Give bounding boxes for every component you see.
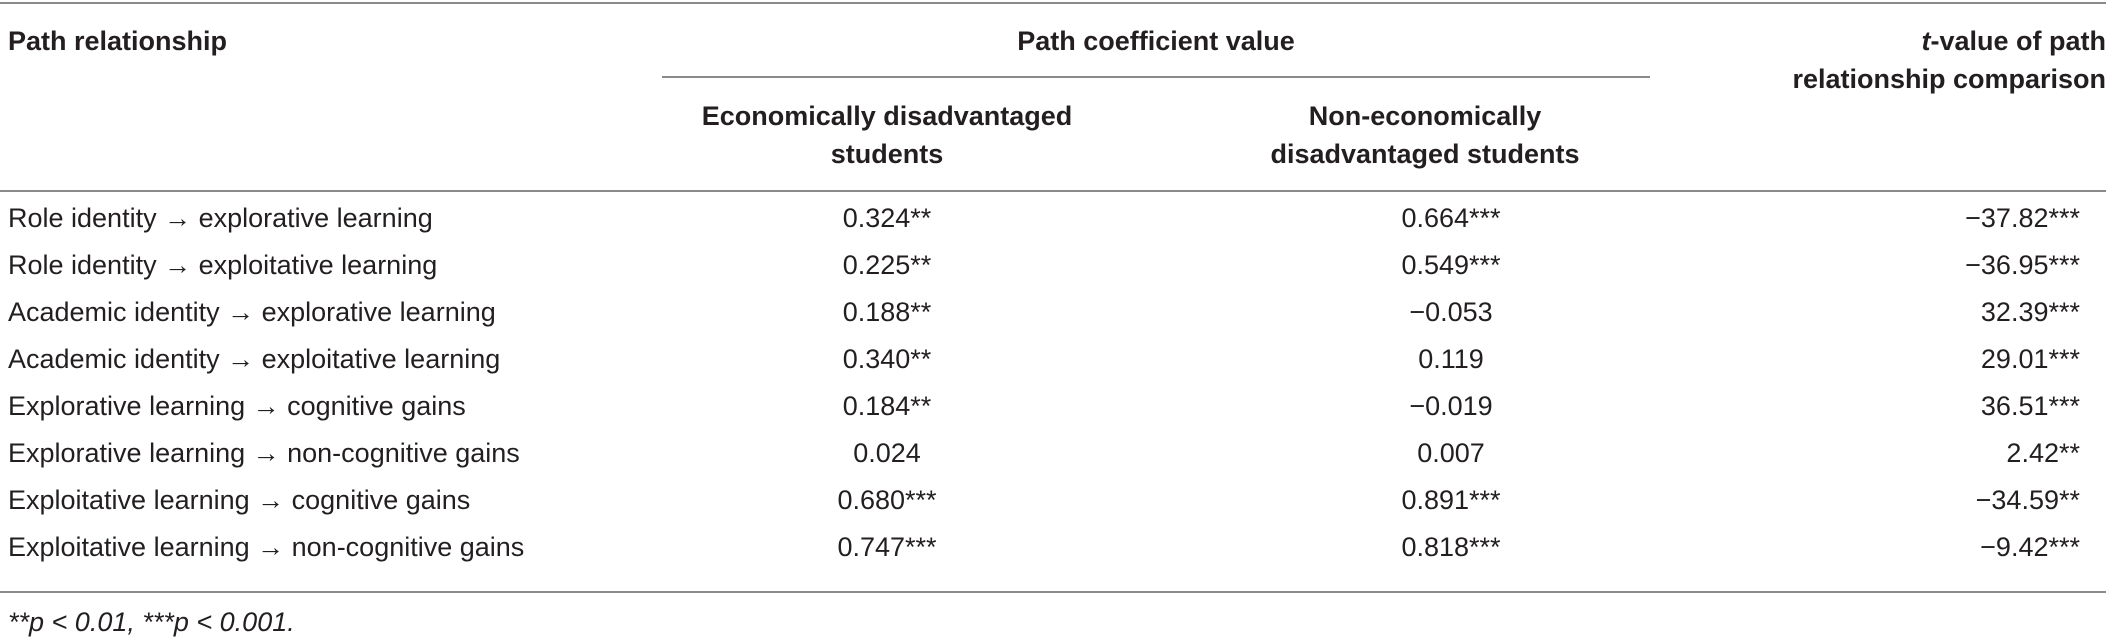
header-tval-italic: t (1921, 26, 1931, 56)
header-tval-line2: relationship comparison (1792, 64, 2106, 94)
cell-nonecon-coefficient: −0.019 (1409, 391, 1493, 421)
cell-econ-coefficient: 0.324** (842, 203, 932, 233)
header-nonecon-line2: disadvantaged students (1270, 139, 1580, 169)
cell-path-relationship: Role identity → exploitative learning (8, 250, 438, 280)
table-row: Explorative learning → cognitive gains 0.… (0, 383, 2106, 430)
table-row: Exploitative learning → cognitive gains 0… (0, 477, 2106, 524)
cell-t-value: 32.39*** (1980, 297, 2080, 327)
cell-nonecon-coefficient: 0.818*** (1401, 532, 1501, 562)
cell-t-value: −37.82*** (1965, 203, 2080, 233)
cell-econ-coefficient: 0.340** (842, 344, 932, 374)
cell-path-relationship: Exploitative learning → cognitive gains (8, 485, 471, 515)
header-econ-line2: students (830, 139, 944, 169)
cell-t-value: −9.42*** (1980, 532, 2080, 562)
table-row: Role identity → explorative learning 0.32… (0, 195, 2106, 242)
cell-t-value: −34.59** (1975, 485, 2080, 515)
table-top-rule (0, 2, 2106, 4)
cell-nonecon-coefficient: 0.549*** (1401, 250, 1501, 280)
cell-t-value: −36.95*** (1965, 250, 2080, 280)
header-tval-line1-rest: -value of path (1930, 26, 2106, 56)
table-row: Exploitative learning → non-cognitive ga… (0, 524, 2106, 571)
cell-nonecon-coefficient: 0.007 (1417, 438, 1485, 468)
cell-econ-coefficient: 0.024 (853, 438, 921, 468)
table-row: Explorative learning → non-cognitive gai… (0, 430, 2106, 477)
cell-econ-coefficient: 0.188** (842, 297, 932, 327)
header-group-rule (662, 76, 1650, 78)
cell-econ-coefficient: 0.184** (842, 391, 932, 421)
cell-path-relationship: Explorative learning → cognitive gains (8, 391, 466, 421)
cell-econ-coefficient: 0.747*** (837, 532, 937, 562)
header-economically-disadvantaged: Economically disadvantaged students (662, 97, 1112, 173)
cell-nonecon-coefficient: 0.664*** (1401, 203, 1501, 233)
table-row: Academic identity → explorative learning… (0, 289, 2106, 336)
cell-path-relationship: Academic identity → explorative learning (8, 297, 496, 327)
cell-nonecon-coefficient: −0.053 (1409, 297, 1493, 327)
table-row: Academic identity → exploitative learnin… (0, 336, 2106, 383)
table-bottom-rule (0, 591, 2106, 593)
cell-t-value: 2.42** (2006, 438, 2080, 468)
header-nonecon-line1: Non-economically (1308, 101, 1542, 131)
cell-econ-coefficient: 0.225** (842, 250, 932, 280)
header-non-economically-disadvantaged: Non-economically disadvantaged students (1200, 97, 1650, 173)
cell-nonecon-coefficient: 0.891*** (1401, 485, 1501, 515)
header-tval-line1: t-value of path (1650, 22, 2106, 60)
cell-path-relationship: Exploitative learning → non-cognitive ga… (8, 532, 525, 562)
header-bottom-rule (0, 190, 2106, 192)
header-econ-line1: Economically disadvantaged (701, 101, 1073, 131)
cell-path-relationship: Role identity → explorative learning (8, 203, 433, 233)
table-row: Role identity → exploitative learning 0.2… (0, 242, 2106, 289)
cell-nonecon-coefficient: 0.119 (1418, 344, 1484, 374)
table-footnote: **p < 0.01, ***p < 0.001. (8, 607, 295, 637)
cell-t-value: 29.01*** (1980, 344, 2080, 374)
header-path-relationship: Path relationship (8, 26, 228, 56)
cell-econ-coefficient: 0.680*** (837, 485, 937, 515)
header-t-value: t-value of path relationship comparison (1650, 22, 2106, 98)
cell-path-relationship: Academic identity → exploitative learnin… (8, 344, 501, 374)
header-path-coefficient: Path coefficient value (1017, 26, 1295, 56)
cell-t-value: 36.51*** (1980, 391, 2080, 421)
cell-path-relationship: Explorative learning → non-cognitive gai… (8, 438, 520, 468)
